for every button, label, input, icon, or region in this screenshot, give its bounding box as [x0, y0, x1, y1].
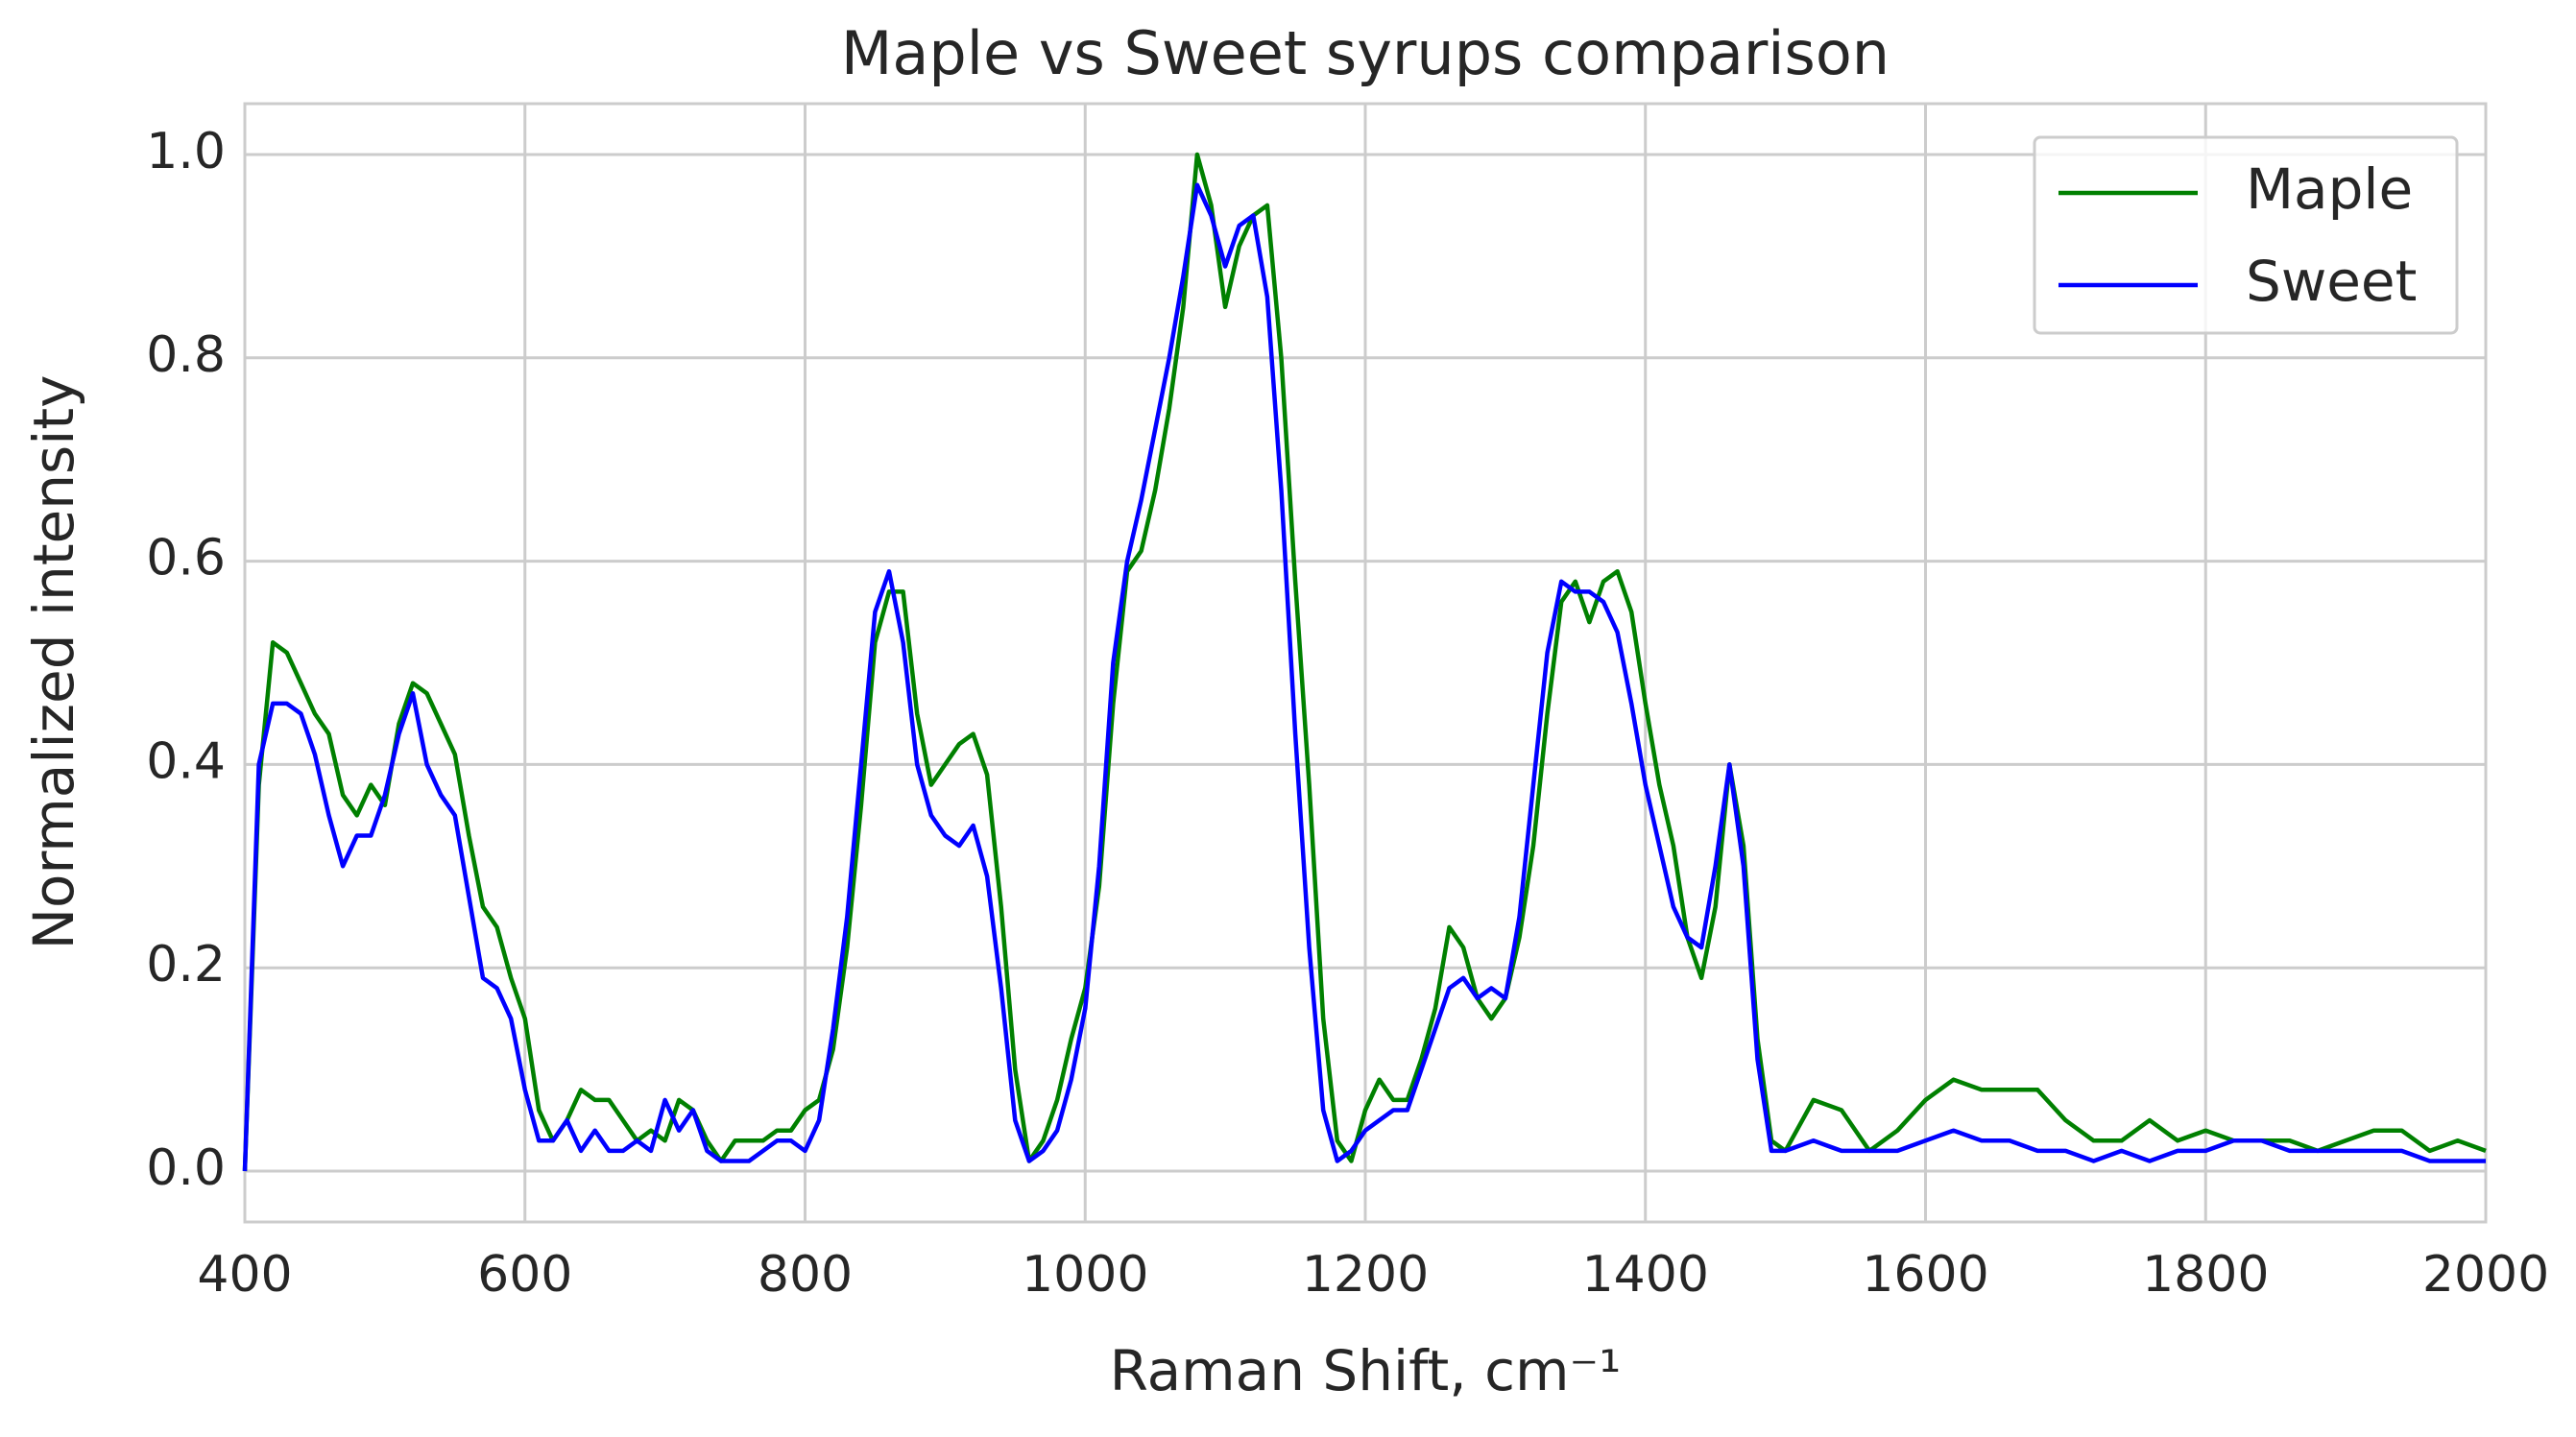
y-axis-label: Normalized intensity — [21, 375, 86, 950]
y-tick-label: 0.6 — [146, 530, 226, 587]
x-tick-label: 400 — [197, 1246, 292, 1304]
line-series — [242, 182, 2486, 1172]
plot-frame — [243, 102, 2488, 1224]
x-tick-label: 1600 — [1862, 1246, 1988, 1304]
x-tick-label: 1200 — [1302, 1246, 1429, 1304]
y-tick-label: 0.4 — [146, 732, 226, 790]
x-tick-label: 1000 — [1022, 1246, 1148, 1304]
y-tick-label: 0.8 — [146, 326, 226, 384]
x-tick-label: 600 — [477, 1246, 572, 1304]
x-axis-label: Raman Shift, cm⁻¹ — [1110, 1338, 1622, 1403]
x-tick-label: 1800 — [2142, 1246, 2269, 1304]
chart-title: Maple vs Sweet syrups comparison — [841, 18, 1890, 88]
x-tick-label: 800 — [758, 1246, 853, 1304]
x-tick-label: 2000 — [2422, 1246, 2549, 1304]
legend-label: Maple — [2246, 156, 2413, 222]
y-tick-label: 0.2 — [146, 936, 226, 994]
y-tick-label: 1.0 — [146, 123, 226, 180]
y-tick-label: 0.0 — [146, 1139, 226, 1197]
x-tick-label: 1400 — [1582, 1246, 1709, 1304]
legend-label: Sweet — [2246, 249, 2417, 314]
